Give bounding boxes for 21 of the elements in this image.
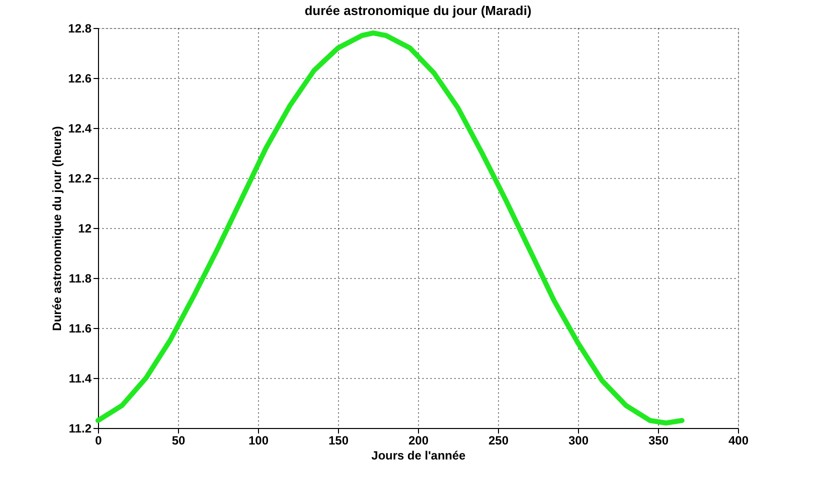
x-tick-label: 350 bbox=[648, 434, 669, 448]
x-tick-label: 200 bbox=[408, 434, 429, 448]
x-tick-label: 400 bbox=[728, 434, 749, 448]
x-tick-label: 150 bbox=[328, 434, 349, 448]
x-tick-label: 300 bbox=[568, 434, 589, 448]
x-tick-label: 50 bbox=[172, 434, 186, 448]
y-tick-label: 11.8 bbox=[68, 272, 92, 286]
x-tick-label: 250 bbox=[488, 434, 509, 448]
chart-title: durée astronomique du jour (Maradi) bbox=[304, 3, 532, 18]
y-tick-label: 11.2 bbox=[68, 422, 92, 436]
y-tick-label: 12.8 bbox=[68, 22, 92, 36]
x-tick-label: 100 bbox=[248, 434, 269, 448]
y-axis-title: Durée astronomique du jour (heure) bbox=[50, 126, 64, 331]
y-tick-label: 11.6 bbox=[68, 322, 92, 336]
x-axis-title: Jours de l'année bbox=[371, 448, 466, 462]
y-tick-label: 12.6 bbox=[68, 72, 92, 86]
x-tick-label: 0 bbox=[95, 434, 102, 448]
y-tick-label: 12.2 bbox=[68, 172, 92, 186]
y-tick-label: 11.4 bbox=[68, 372, 92, 386]
y-tick-label: 12.4 bbox=[68, 122, 92, 136]
y-tick-label: 12 bbox=[78, 222, 92, 236]
